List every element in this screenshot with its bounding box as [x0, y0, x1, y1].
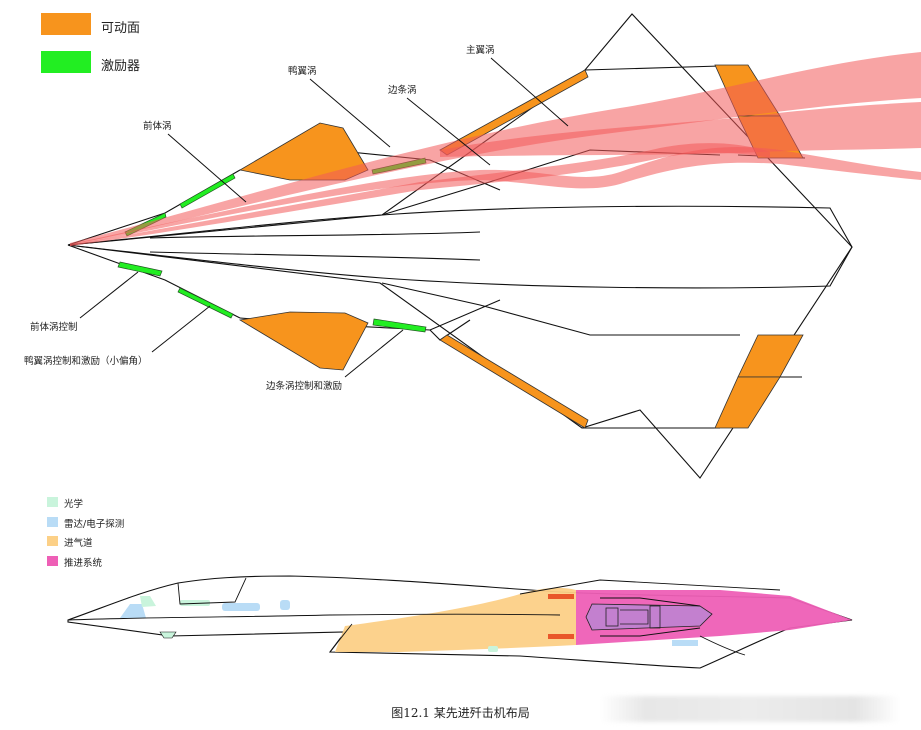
label-strake-vortex: 边条涡 — [388, 84, 417, 96]
legend-label-actuator: 激励器 — [101, 59, 141, 74]
legend-swatch-control-surface — [41, 13, 91, 35]
actuator-forebody-lower — [117, 261, 163, 277]
wing-root-lower — [381, 282, 740, 336]
legend-swatch-propulsion — [47, 556, 58, 566]
inner-line-upper — [149, 231, 481, 239]
actuator-strake-lower — [372, 318, 427, 333]
actuator-canard-front-upper — [179, 173, 236, 209]
forebody-vortex-stream — [70, 143, 770, 246]
label-canard-vortex: 鸭翼涡 — [288, 65, 317, 77]
legend-swatch-actuator — [41, 51, 91, 73]
legend-label-intake: 进气道 — [64, 538, 93, 549]
figure-caption: 图12.1 某先进歼击机布局 — [391, 706, 530, 720]
vortex-streams — [70, 52, 921, 246]
side-view — [67, 575, 853, 669]
side-optics-panel — [180, 600, 210, 606]
fuselage-line-upper — [67, 205, 853, 248]
legend-label-propulsion: 推进系统 — [64, 558, 103, 569]
elevon-lower-outer — [714, 376, 781, 429]
legend-label-optics: 光学 — [64, 499, 84, 510]
label-forebody-vortex: 前体涡 — [143, 120, 172, 132]
blurred-watermark — [600, 696, 900, 722]
engine-core — [585, 603, 713, 631]
legend-swatch-intake — [47, 536, 58, 546]
actuator-canard-front-lower — [177, 287, 234, 319]
legend-label-control-surface: 可动面 — [101, 21, 141, 36]
legend-swatch-radar — [47, 517, 58, 527]
leader-main-wing-vortex — [490, 57, 569, 127]
label-strake-vortex-control: 边条涡控制和激励 — [266, 380, 342, 392]
side-propulsion — [576, 590, 852, 645]
canard-lower — [238, 311, 369, 371]
side-detail-lines — [67, 577, 781, 656]
side-radar-panel-a — [222, 603, 260, 611]
leader-forebody-vortex — [167, 133, 247, 203]
label-main-wing-vortex: 主翼涡 — [466, 44, 495, 56]
legend-swatch-optics — [47, 497, 58, 507]
side-radar-tail — [672, 640, 698, 646]
callout-leaders — [79, 57, 569, 378]
legend-label-radar: 雷达/电子探测 — [64, 519, 125, 530]
side-optics-belly — [488, 646, 498, 652]
leader-strake-vortex-control — [344, 329, 404, 378]
label-canard-vortex-control: 鸭翼涡控制和激励（小偏角） — [24, 355, 148, 367]
leader-canard-vortex — [309, 78, 391, 148]
leader-forebody-vortex-control — [79, 271, 139, 319]
inner-line-lower — [149, 251, 481, 261]
side-optics-chin — [159, 631, 177, 639]
side-radar-panel-b — [280, 600, 290, 610]
main-wing-vortex-stream — [440, 102, 921, 157]
leader-canard-vortex-control — [151, 305, 211, 353]
leading-edge-flap-lower — [439, 334, 589, 429]
side-intake — [335, 587, 576, 652]
engine-face-lower — [548, 634, 574, 639]
te-line-upper-a — [584, 65, 721, 71]
side-optics-canopy — [140, 596, 156, 607]
engine-face-upper — [548, 594, 574, 599]
leader-strake-vortex — [406, 97, 491, 166]
fuselage-line-lower — [67, 244, 853, 289]
label-forebody-vortex-control: 前体涡控制 — [30, 321, 78, 333]
side-radar-nose — [120, 604, 146, 618]
